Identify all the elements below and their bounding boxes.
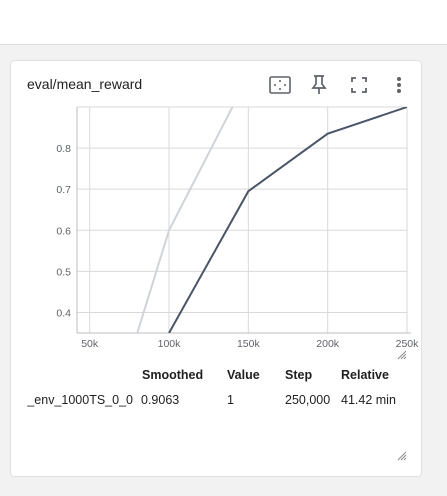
pin-button[interactable] xyxy=(305,71,333,99)
run-name-cell: l_env_1000TS_0_0 xyxy=(27,393,133,411)
value-cell: 1 xyxy=(227,393,234,407)
col-header-step[interactable]: Step xyxy=(285,368,313,382)
col-header-value[interactable]: Value xyxy=(227,368,260,382)
smoothed-cell: 0.9063 xyxy=(141,393,180,407)
x-tick-label: 100k xyxy=(158,338,182,350)
card-resize-handle[interactable] xyxy=(397,451,407,461)
y-tick-label: 0.8 xyxy=(56,143,71,155)
relative-cell: 41.42 min xyxy=(341,393,396,407)
fullscreen-button[interactable] xyxy=(345,71,373,99)
line-chart[interactable]: 0.4 0.5 0.6 0.7 0.8 50k 100k 150k 200k 250k xyxy=(11,61,422,361)
more-vert-icon xyxy=(397,77,401,93)
x-tick-label: 200k xyxy=(316,338,340,350)
top-bar xyxy=(0,0,447,45)
fit-to-data-icon xyxy=(269,76,291,94)
y-tick-label: 0.6 xyxy=(56,225,71,237)
y-tick-label: 0.5 xyxy=(56,266,71,278)
x-tick-label: 250k xyxy=(396,338,420,350)
pin-icon xyxy=(311,75,327,94)
run-name: l_env_1000TS_0_0 xyxy=(27,393,133,407)
raw-series-line xyxy=(136,107,234,333)
x-tick-label: 150k xyxy=(237,338,261,350)
smoothed-series-line xyxy=(168,107,407,333)
more-options-button[interactable] xyxy=(385,71,413,99)
fullscreen-icon xyxy=(351,77,367,93)
scalar-card: eval/mean_reward 0.4 0.5 0.6 0.7 0.8 50k 100k 1… xyxy=(10,60,422,477)
y-tick-label: 0.4 xyxy=(56,307,71,319)
chart-resize-handle[interactable] xyxy=(397,350,407,360)
card-title: eval/mean_reward xyxy=(27,76,143,92)
col-header-relative[interactable]: Relative xyxy=(341,368,389,382)
fit-to-data-button[interactable] xyxy=(266,71,294,99)
col-header-smoothed[interactable]: Smoothed xyxy=(142,368,204,382)
step-cell: 250,000 xyxy=(285,393,331,407)
x-tick-label: 50k xyxy=(81,338,99,350)
y-tick-label: 0.7 xyxy=(56,184,71,196)
